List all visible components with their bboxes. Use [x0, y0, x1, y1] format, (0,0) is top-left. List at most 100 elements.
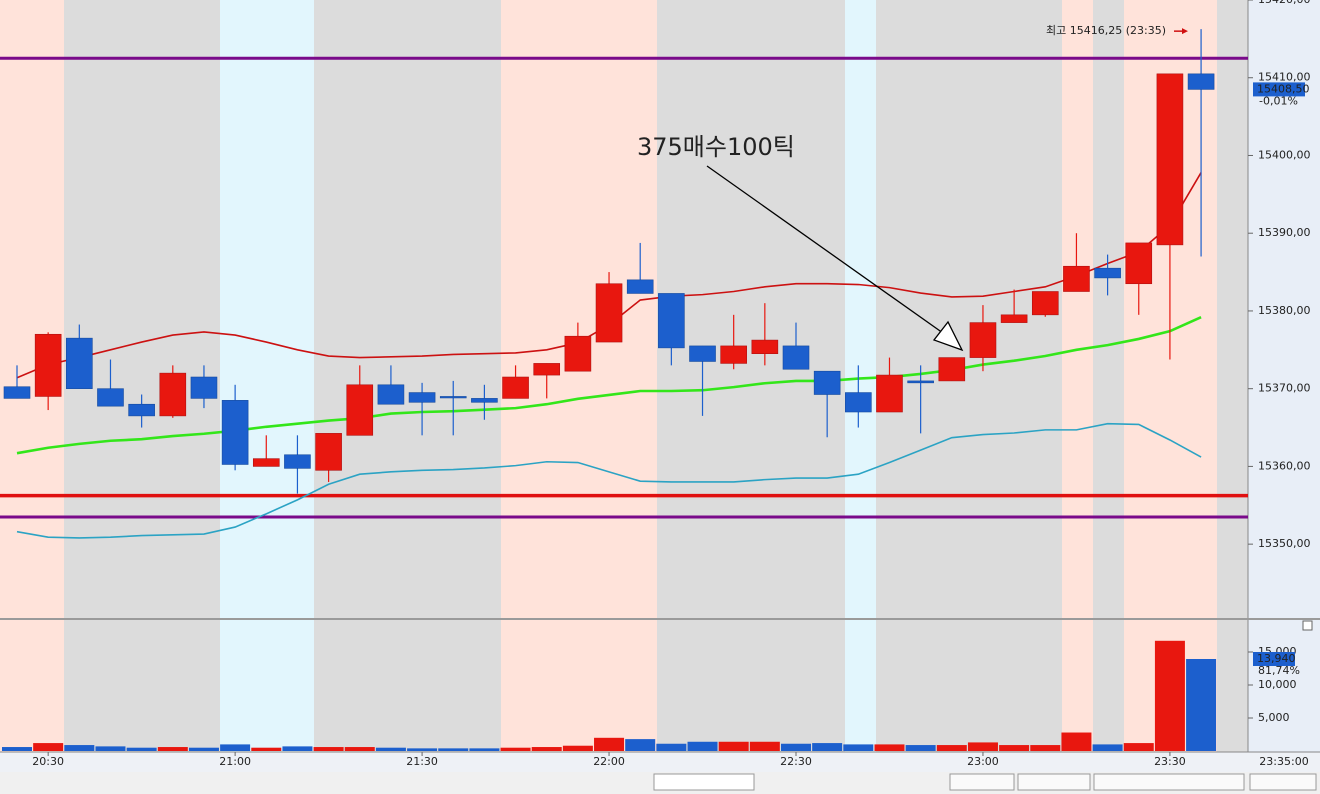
volume-bar: [843, 744, 874, 751]
volume-bar: [407, 748, 438, 751]
toolbar: [0, 772, 1320, 794]
zoom-buttons[interactable]: [1249, 773, 1317, 791]
x-tick-label: 22:00: [593, 755, 625, 768]
x-tick-label: 21:00: [219, 755, 251, 768]
session-band: [501, 0, 657, 752]
candle-body: [128, 403, 155, 417]
session-band: [1093, 0, 1124, 752]
candle-body: [907, 380, 934, 384]
candle-body: [720, 345, 747, 364]
candle-body: [159, 372, 187, 417]
candle-body: [408, 392, 436, 403]
y-tick-label: 15360,00: [1258, 459, 1311, 472]
panel-divider: [1248, 618, 1320, 620]
volume-bar: [251, 747, 282, 751]
candle-body: [751, 339, 779, 354]
max-annotation: 최고 15416,25 (23:35): [1046, 24, 1166, 37]
candle-body: [97, 388, 124, 407]
volume-bar: [313, 747, 344, 751]
candle-body: [689, 345, 716, 362]
candle-body: [845, 392, 872, 413]
candle-body: [252, 458, 280, 467]
annotation-text: 375매수100틱: [637, 133, 795, 161]
volume-bar: [1092, 744, 1123, 751]
candle-body: [938, 357, 966, 382]
volume-bar: [531, 747, 562, 751]
y-tick-label: 15420,00: [1258, 0, 1311, 6]
volume-bar: [500, 747, 531, 751]
volume-bar: [999, 745, 1030, 751]
max-arrow-head: [1182, 28, 1188, 35]
y-tick-label: 15400,00: [1258, 148, 1311, 161]
candle-body: [626, 279, 654, 294]
volume-bar: [282, 746, 313, 751]
volume-bar: [344, 747, 375, 751]
y-tick-label: 15380,00: [1258, 304, 1311, 317]
volume-bar: [220, 744, 251, 751]
volume-bar: [936, 745, 967, 751]
session-band: [845, 0, 876, 752]
candle-body: [377, 384, 405, 405]
candle-body: [34, 333, 62, 397]
session-band: [1062, 0, 1093, 752]
playback-buttons[interactable]: [949, 773, 1015, 791]
last-price-box: [1253, 82, 1305, 97]
volume-bar: [967, 742, 998, 751]
y-tick-label: 15390,00: [1258, 226, 1311, 239]
scrollbar[interactable]: [653, 773, 755, 791]
right-axis-background: [1248, 0, 1320, 772]
volume-bar: [1061, 732, 1092, 751]
axis-end-label: 23:35:00: [1259, 755, 1308, 768]
candle-body: [876, 374, 903, 413]
volume-bar: [1186, 659, 1217, 751]
candle-body: [564, 335, 592, 372]
volume-bar: [469, 748, 500, 751]
candle-body: [1125, 242, 1153, 285]
x-tick-label: 20:30: [32, 755, 64, 768]
x-tick-label: 23:30: [1154, 755, 1186, 768]
volume-bar: [594, 737, 625, 751]
candle-body: [1063, 265, 1090, 292]
candle-body: [190, 376, 218, 399]
volume-bar: [157, 747, 188, 751]
ratio-label: 81,74%: [1258, 664, 1300, 677]
time-axis-background: [0, 752, 1320, 772]
volume-bar: [33, 743, 64, 751]
volume-bar: [2, 747, 32, 751]
volume-bar: [1123, 743, 1154, 751]
plot-area: 15350,00 15360,00 15370,00 15380,00 15390,00…: [0, 0, 1311, 768]
x-tick-label: 22:30: [780, 755, 812, 768]
volume-bar: [438, 748, 469, 751]
candle-body: [1094, 267, 1121, 279]
volume-bar: [874, 744, 905, 751]
candle-body: [813, 370, 841, 395]
volume-bar: [95, 746, 126, 751]
volume-bar: [188, 747, 219, 751]
candle-body: [3, 386, 31, 399]
session-band: [657, 0, 845, 752]
candle-body: [1031, 291, 1059, 316]
candle-body: [1187, 73, 1215, 90]
candle-body: [658, 293, 685, 349]
candle-body: [346, 384, 374, 436]
view-buttons[interactable]: [1093, 773, 1245, 791]
candle-body: [284, 454, 311, 469]
y-tick-label: 15370,00: [1258, 382, 1311, 395]
volume-bar: [126, 747, 157, 751]
y-tick-label: 10,000: [1258, 678, 1297, 691]
candle-body: [1156, 73, 1184, 246]
indicator-line: [16, 315, 1202, 455]
volume-bar: [562, 745, 593, 751]
volume-bar: [64, 745, 95, 751]
candle-body: [221, 400, 249, 465]
session-background: [0, 0, 1248, 752]
candle-body: [1000, 314, 1028, 323]
y-tick-label: 15410,00: [1258, 71, 1311, 84]
panel-close-button[interactable]: [1302, 620, 1313, 631]
candle-body: [439, 396, 467, 399]
zoom-slider[interactable]: [1017, 773, 1091, 791]
volume-label: 13,940: [1257, 652, 1296, 665]
indicator-line: [16, 422, 1202, 539]
volume-bar: [375, 747, 406, 751]
